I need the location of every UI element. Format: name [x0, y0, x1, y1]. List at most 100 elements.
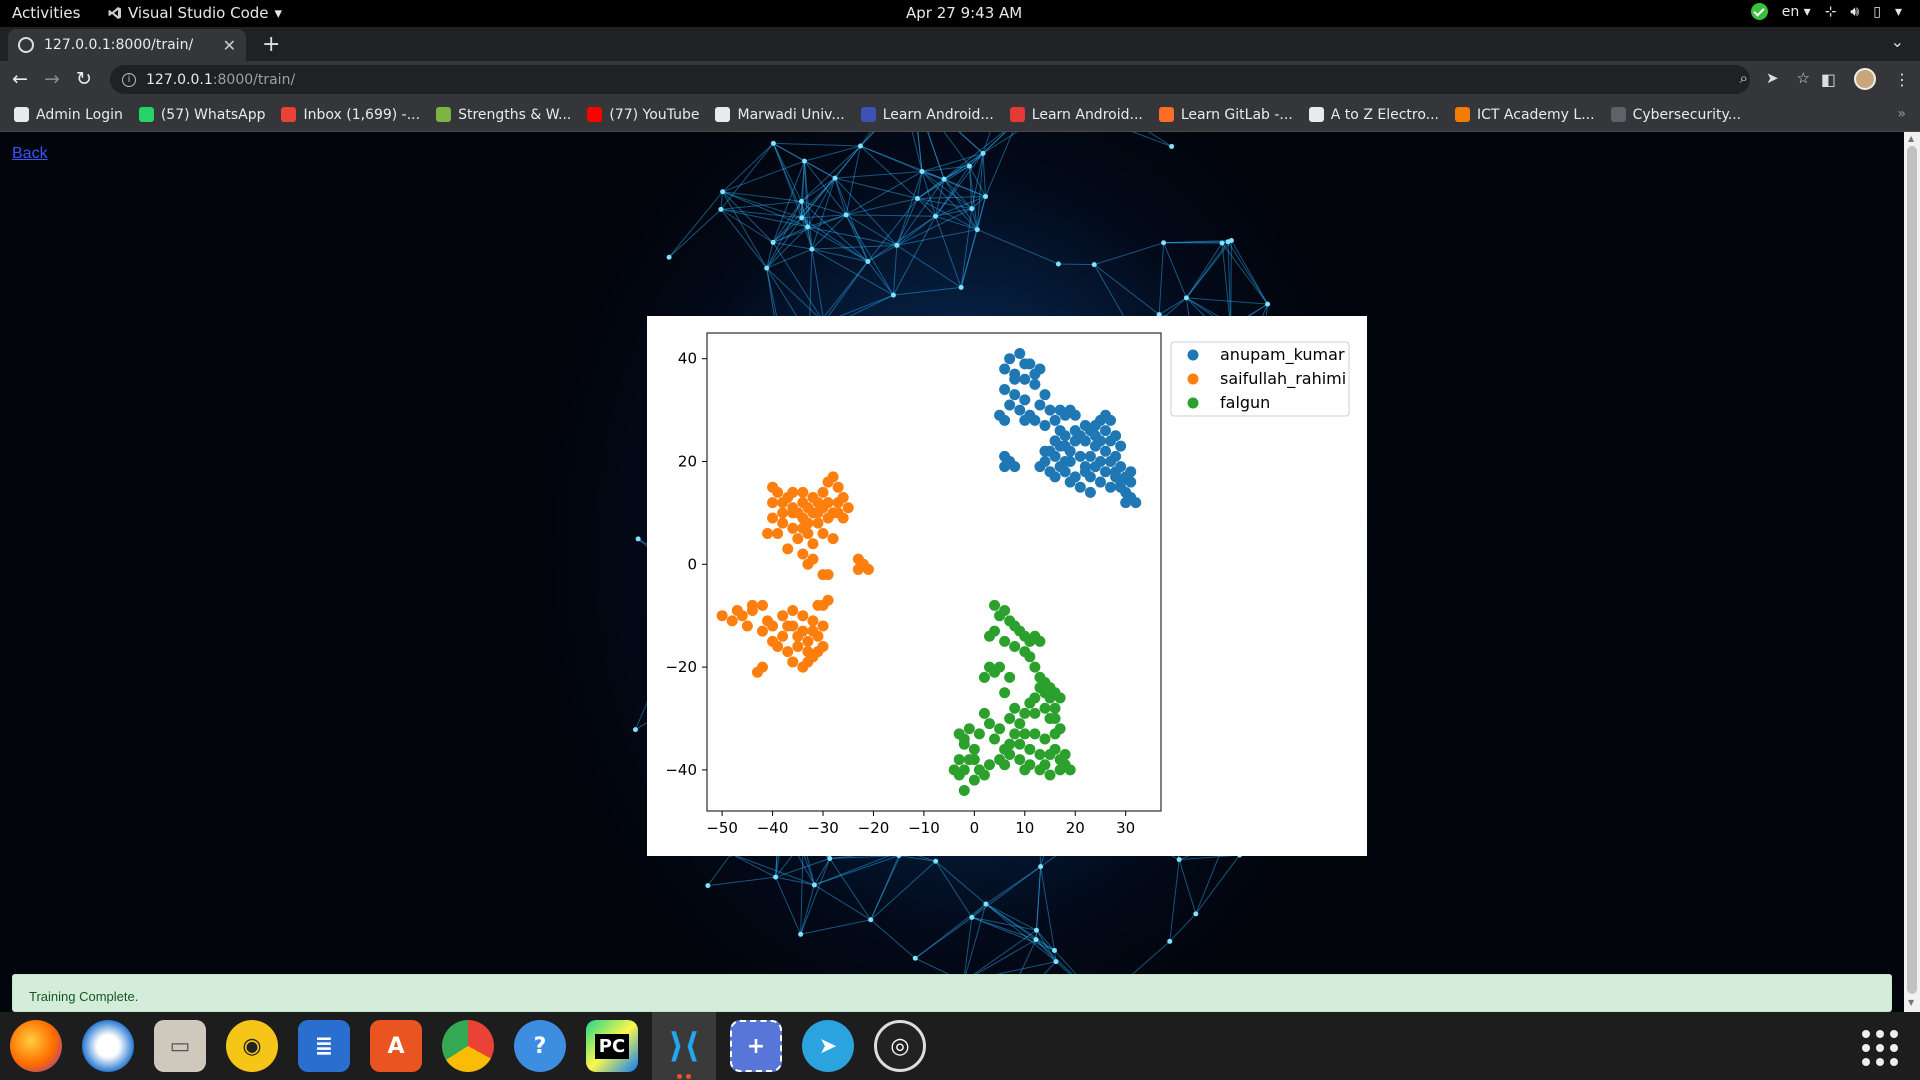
series-saifullah_rahimi — [716, 471, 874, 678]
data-point — [1034, 399, 1046, 411]
tab-strip: 127.0.0.1:8000/train/ ✕ — [0, 27, 1920, 61]
data-point — [1049, 450, 1061, 462]
bookmark-favicon-icon — [715, 107, 731, 122]
data-point — [1120, 497, 1132, 509]
show-applications-icon[interactable] — [1862, 1030, 1898, 1066]
chevron-down-icon[interactable]: ▾ — [1894, 3, 1902, 20]
data-point — [1125, 466, 1137, 478]
page-scrollbar[interactable]: ▲ ▼ — [1904, 132, 1920, 1012]
x-tick-label: −10 — [908, 819, 940, 837]
network-icon[interactable]: ⊹ — [1824, 3, 1837, 20]
scrollbar-thumb[interactable] — [1907, 146, 1917, 994]
data-point — [983, 630, 995, 642]
language-indicator[interactable]: en ▾ — [1781, 3, 1811, 20]
side-panel-icon[interactable]: ◧ — [1820, 69, 1836, 89]
back-link[interactable]: Back — [12, 145, 48, 162]
data-point — [1079, 461, 1091, 473]
app-menu[interactable]: Visual Studio Code ▾ — [108, 4, 282, 22]
more-menu-icon[interactable]: ⋮ — [1894, 69, 1910, 89]
data-point — [817, 486, 829, 498]
data-point — [797, 548, 809, 560]
bookmark-item[interactable]: A to Z Electro... — [1308, 107, 1439, 123]
new-tab-button[interactable]: + — [262, 32, 281, 57]
data-point — [852, 563, 864, 575]
chrome-icon[interactable] — [442, 1020, 494, 1072]
telegram-icon[interactable]: ➤ — [802, 1020, 854, 1072]
vscode-icon[interactable]: ⟩⟨ — [668, 1026, 700, 1066]
pycharm-icon[interactable]: PC — [586, 1020, 638, 1072]
battery-icon[interactable]: ▯ — [1873, 3, 1881, 20]
data-point — [792, 641, 804, 653]
bookmark-favicon-icon — [1009, 107, 1025, 122]
reload-icon[interactable]: ↻ — [76, 68, 92, 90]
bookmark-item[interactable]: (57) WhatsApp — [138, 107, 265, 123]
bookmark-item[interactable]: ICT Academy L... — [1455, 107, 1595, 123]
system-tray[interactable]: en ▾ ⊹ 🔊︎ ▯ ▾ — [1750, 3, 1902, 20]
data-point — [1019, 358, 1031, 370]
bookmark-label: Cybersecurity... — [1632, 106, 1742, 123]
url-host: 127.0.0.1 — [146, 71, 213, 88]
update-check-icon[interactable] — [1750, 3, 1768, 20]
scatter-chart: −50 −40 −30 −20 −10 0 10 20 30 −40 −20 0 20 40 anupam_… — [665, 332, 1350, 837]
data-point — [1125, 476, 1137, 488]
bookmark-item[interactable]: Learn Android... — [860, 107, 994, 123]
rhythmbox-icon[interactable]: ◉ — [226, 1020, 278, 1072]
data-point — [963, 723, 975, 735]
data-point — [1064, 764, 1076, 776]
data-point — [726, 615, 738, 627]
data-point — [1004, 748, 1016, 760]
data-point — [827, 533, 839, 545]
activities-button[interactable]: Activities — [12, 4, 81, 22]
y-tick-label: 20 — [678, 452, 697, 470]
data-point — [968, 743, 980, 755]
bookmark-item[interactable]: Marwadi Univ... — [715, 107, 845, 123]
screenshot-icon[interactable]: + — [730, 1020, 782, 1072]
back-arrow-icon[interactable]: ← — [12, 68, 28, 90]
browser-toolbar: ← → ↻ i 127.0.0.1:8000/train/ ⌕ ➤ ☆ ◧ ⋮ — [0, 61, 1920, 98]
y-tick-label: 40 — [678, 350, 697, 368]
scroll-up-icon[interactable]: ▲ — [1908, 134, 1915, 143]
volume-icon[interactable]: 🔊︎ — [1850, 3, 1860, 20]
clock[interactable]: Apr 27 9:43 AM — [906, 4, 1023, 22]
url-path: :8000/train/ — [212, 71, 296, 88]
bookmark-item[interactable]: Learn GitLab -... — [1158, 107, 1293, 123]
writer-icon[interactable]: ≣ — [298, 1020, 350, 1072]
help-icon[interactable]: ? — [514, 1020, 566, 1072]
browser-tab[interactable]: 127.0.0.1:8000/train/ ✕ — [8, 29, 246, 61]
data-point — [731, 605, 743, 617]
bookmark-item[interactable]: Learn Android... — [1009, 107, 1143, 123]
omnibox-actions: ⌕ ➤ ☆ — [1740, 69, 1810, 87]
chevron-down-icon[interactable]: ⌄ — [1890, 32, 1904, 51]
data-point — [1049, 712, 1061, 724]
firefox-icon[interactable] — [10, 1020, 62, 1072]
data-point — [948, 764, 960, 776]
thunderbird-icon[interactable] — [82, 1020, 134, 1072]
obs-icon[interactable]: ◎ — [874, 1020, 926, 1072]
avatar[interactable] — [1854, 68, 1876, 90]
address-bar[interactable]: i 127.0.0.1:8000/train/ — [110, 65, 1750, 94]
more-bookmarks-icon[interactable]: » — [1897, 106, 1906, 122]
data-point — [1064, 476, 1076, 488]
zoom-icon[interactable]: ⌕ — [1739, 69, 1748, 87]
scroll-down-icon[interactable]: ▼ — [1908, 998, 1915, 1007]
star-icon[interactable]: ☆ — [1796, 69, 1810, 87]
bookmark-item[interactable]: Cybersecurity... — [1610, 106, 1742, 123]
bookmark-item[interactable]: Strengths & W... — [436, 107, 571, 123]
x-tick-label: −40 — [757, 819, 789, 837]
forward-arrow-icon[interactable]: → — [44, 68, 60, 90]
info-icon[interactable]: i — [122, 72, 136, 87]
data-point — [807, 491, 819, 503]
close-icon[interactable]: ✕ — [222, 35, 236, 55]
software-center-icon[interactable]: A — [370, 1020, 422, 1072]
data-point — [802, 558, 814, 570]
data-point — [1019, 373, 1031, 385]
send-icon[interactable]: ➤ — [1765, 69, 1779, 87]
bookmark-item[interactable]: (77) YouTube — [587, 107, 699, 123]
data-point — [837, 512, 849, 524]
bookmark-item[interactable]: Admin Login — [14, 107, 123, 123]
bookmark-item[interactable]: Inbox (1,699) -... — [281, 107, 420, 123]
data-point — [1019, 707, 1031, 719]
files-icon[interactable]: ▭ — [154, 1020, 206, 1072]
data-point — [1009, 641, 1021, 653]
bookmark-favicon-icon — [281, 107, 297, 122]
